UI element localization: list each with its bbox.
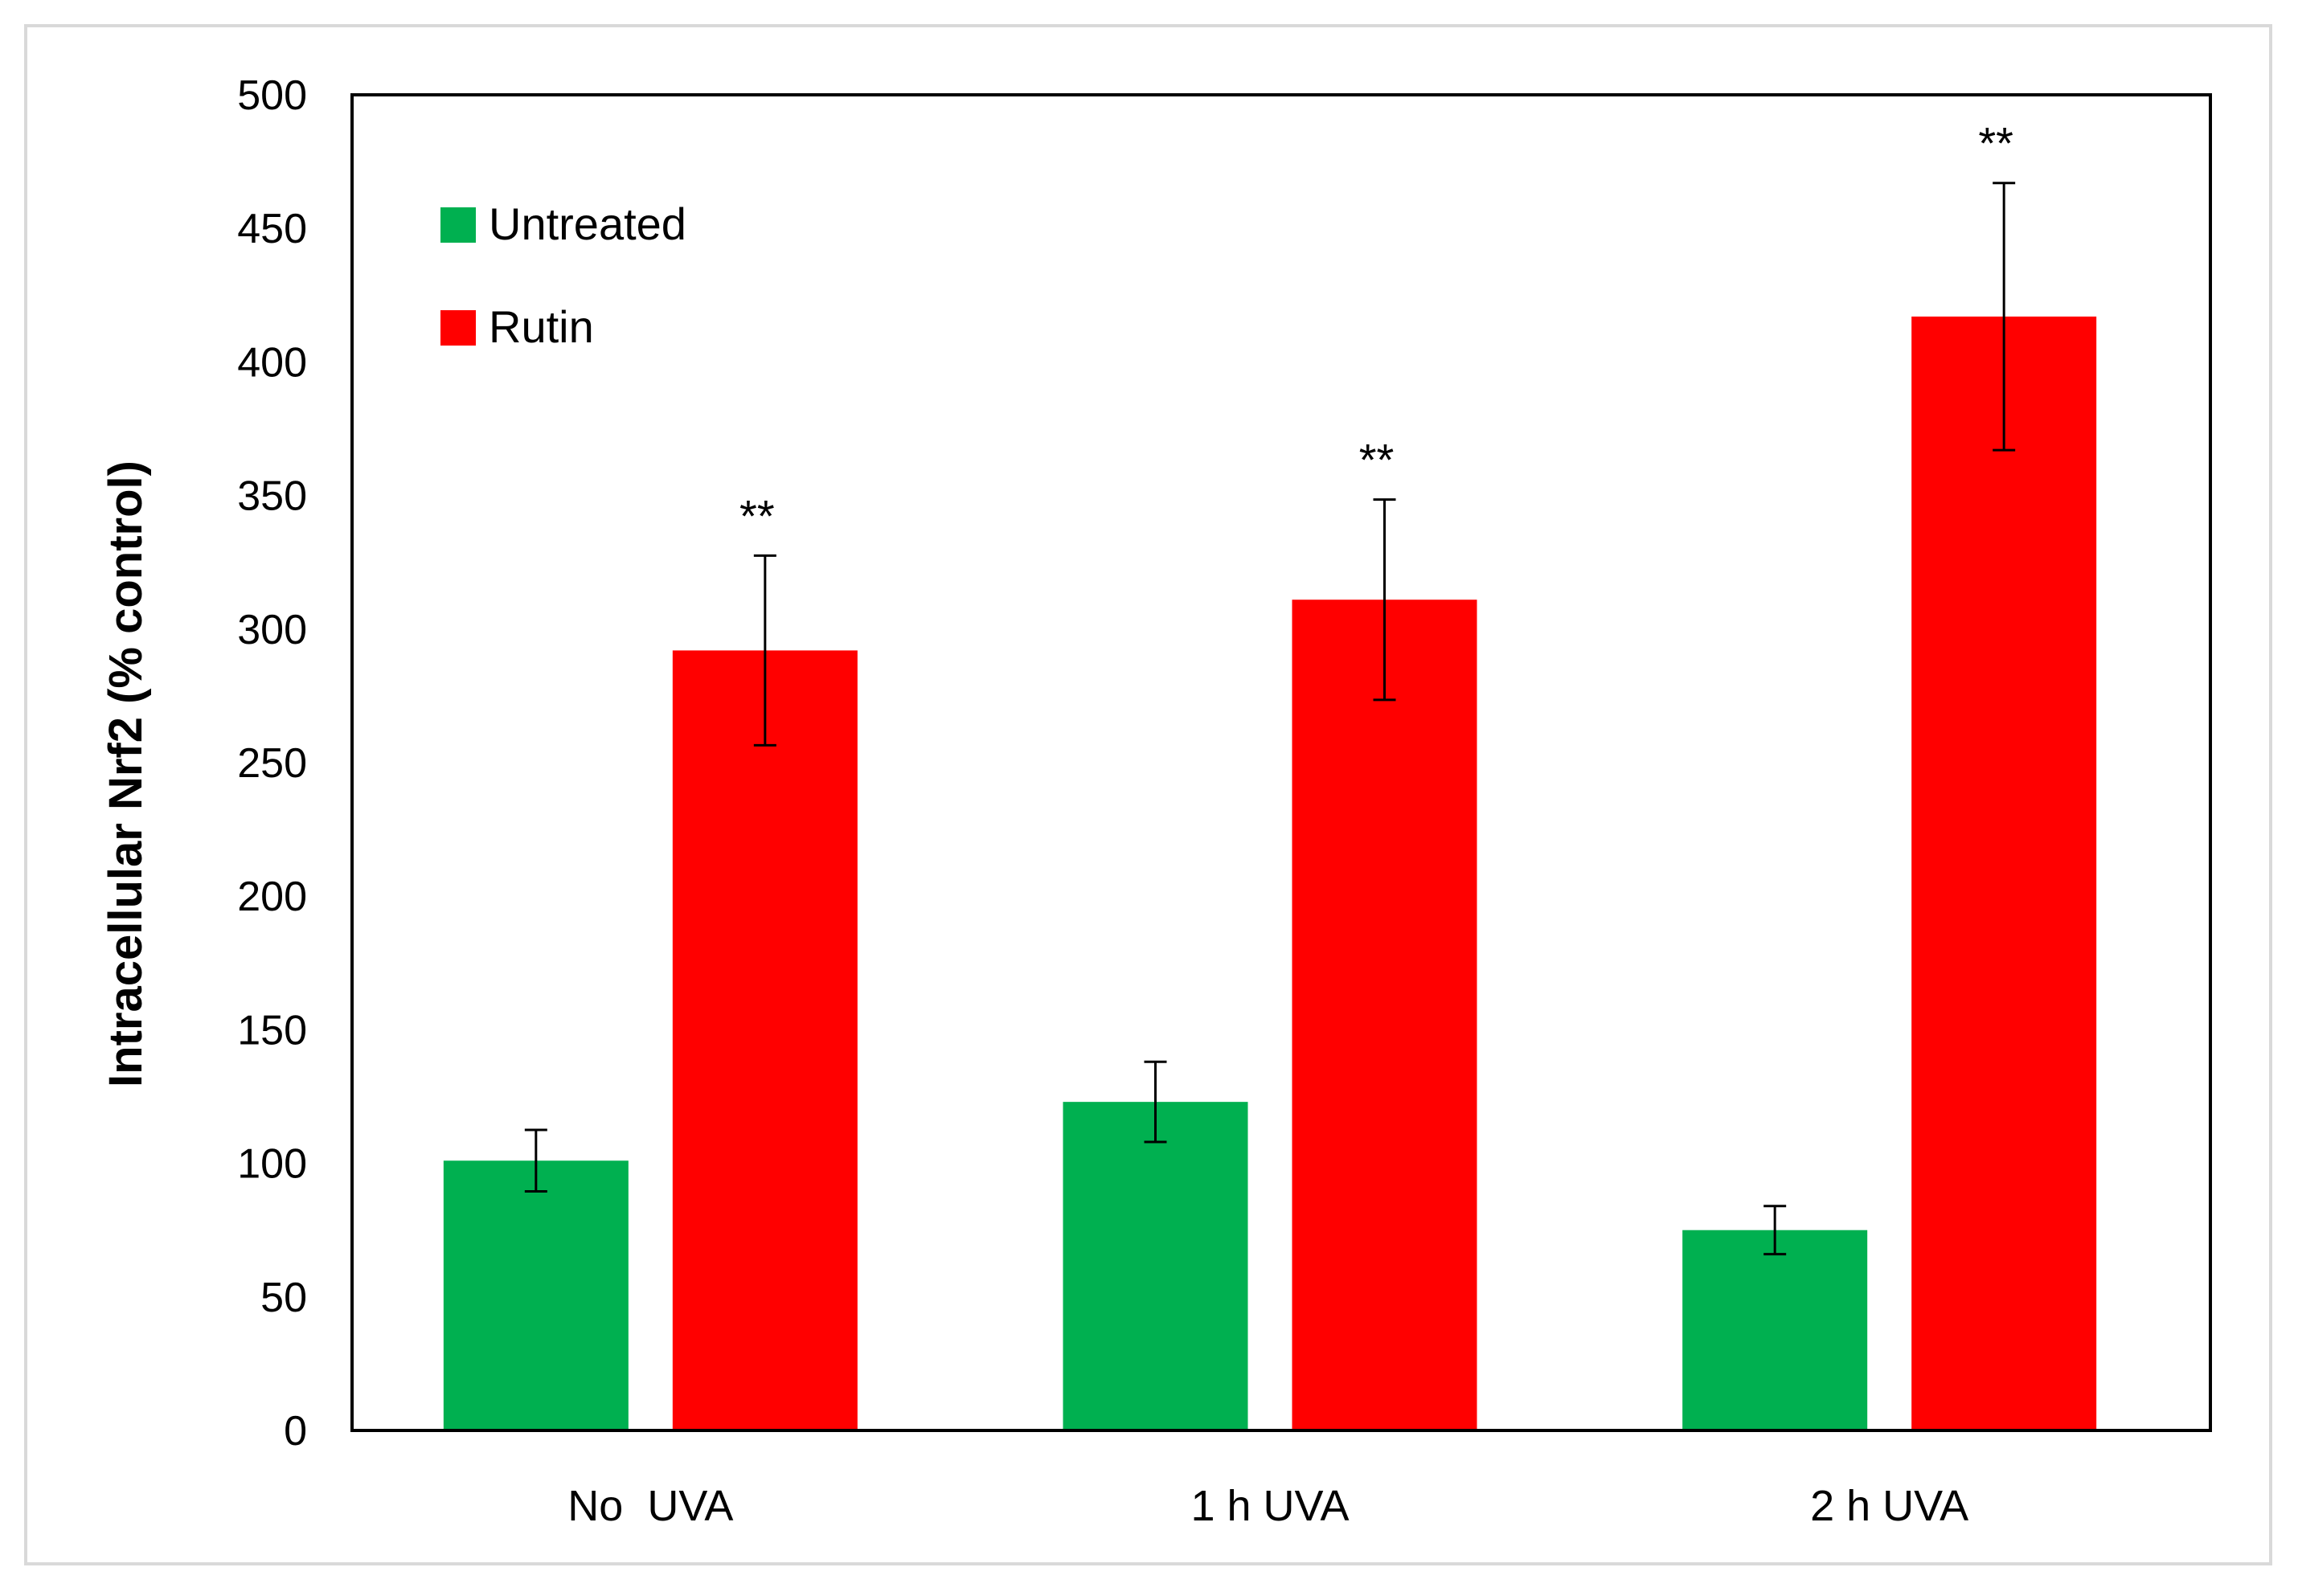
y-tick-label: 300	[237, 607, 307, 653]
significance-annotations: ** ** **	[739, 118, 2013, 542]
y-tick-label: 400	[237, 339, 307, 386]
bar-rutin	[1292, 600, 1477, 1430]
bar-untreated	[1682, 1230, 1868, 1430]
legend-swatch	[440, 310, 476, 346]
y-tick-label: 50	[260, 1275, 307, 1321]
y-axis-ticks: 0 50 100 150 200 250 300 350 400 450 500	[237, 72, 307, 1455]
y-tick-label: 0	[284, 1408, 307, 1455]
legend-item: Rutin	[440, 301, 594, 352]
bar-untreated	[1063, 1102, 1248, 1430]
legend: Untreated Rutin	[440, 198, 686, 352]
y-axis-label: Intracellular Nrf2 (% control)	[100, 460, 152, 1087]
x-category-label: 2 h UVA	[1810, 1482, 1968, 1530]
error-bar	[1144, 1060, 1167, 1144]
bar-untreated	[443, 1160, 629, 1430]
legend-label: Rutin	[489, 301, 594, 352]
significance-label: **	[739, 490, 775, 541]
legend-item: Untreated	[440, 198, 686, 249]
significance-label: **	[1978, 118, 2013, 169]
x-category-label: 1 h UVA	[1190, 1482, 1349, 1530]
y-tick-label: 200	[237, 874, 307, 920]
y-tick-label: 500	[237, 72, 307, 119]
error-bar	[1763, 1205, 1787, 1256]
y-tick-label: 250	[237, 740, 307, 787]
plot-area	[350, 93, 2212, 1432]
bars-layer	[443, 316, 2097, 1431]
y-tick-label: 350	[237, 473, 307, 520]
bar-rutin	[1911, 316, 2097, 1431]
y-tick-label: 450	[237, 206, 307, 252]
legend-swatch	[440, 207, 476, 243]
y-tick-label: 150	[237, 1007, 307, 1054]
y-tick-label: 100	[237, 1141, 307, 1188]
error-bar	[1373, 498, 1396, 702]
x-category-label: No UVA	[567, 1482, 733, 1530]
error-bar	[753, 554, 776, 747]
significance-label: **	[1359, 435, 1395, 485]
x-axis-category-labels: No UVA 1 h UVA 2 h UVA	[567, 1482, 1968, 1530]
error-bars-layer	[524, 182, 2016, 1256]
error-bar	[1993, 182, 2016, 452]
error-bar	[524, 1128, 547, 1193]
bar-rutin	[672, 650, 858, 1430]
legend-label: Untreated	[489, 198, 686, 249]
